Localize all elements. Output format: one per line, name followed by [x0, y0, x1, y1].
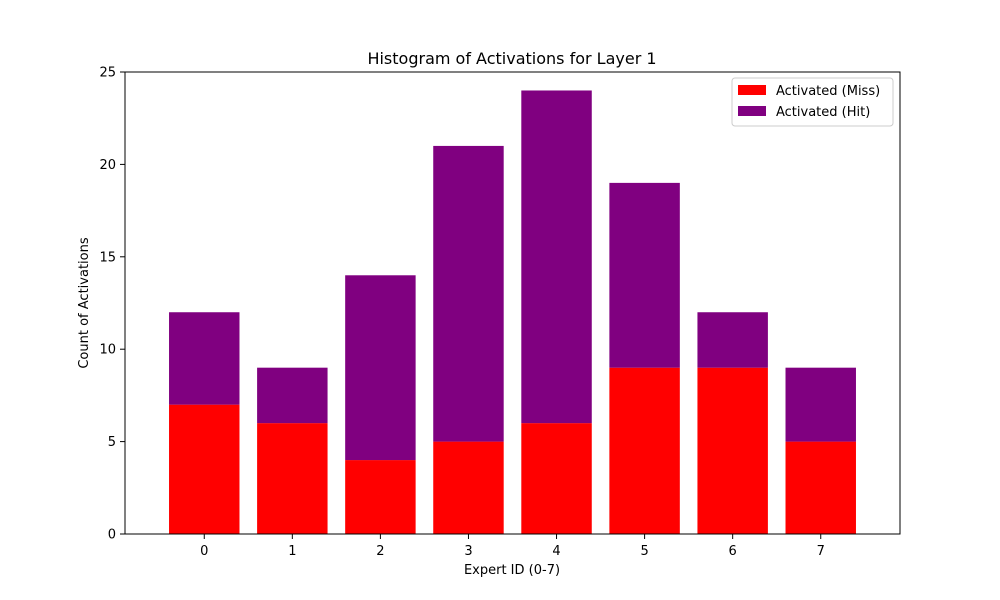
x-tick-label: 6 [729, 544, 737, 559]
bars-layer [169, 90, 856, 534]
x-tick-label: 0 [200, 544, 208, 559]
y-tick-label: 5 [108, 435, 116, 450]
y-tick-label: 15 [99, 250, 116, 265]
bar-miss-expert-0 [169, 404, 240, 534]
bar-hit-expert-1 [257, 367, 328, 424]
legend-box [731, 77, 894, 127]
bar-hit-expert-7 [785, 367, 856, 442]
plot-frame [124, 71, 901, 535]
bar-miss-expert-7 [785, 441, 856, 534]
x-tick-label: 4 [552, 544, 560, 559]
x-tick-label: 3 [464, 544, 472, 559]
bar-hit-expert-2 [345, 275, 416, 461]
chart-title: Histogram of Activations for Layer 1 [367, 49, 656, 68]
x-tick-label: 5 [640, 544, 648, 559]
bar-hit-expert-3 [433, 145, 504, 442]
bar-hit-expert-0 [169, 312, 240, 405]
x-tick-label: 2 [376, 544, 384, 559]
legend-label-miss: Activated (Miss) [776, 84, 880, 99]
bar-hit-expert-6 [697, 312, 768, 368]
bar-miss-expert-6 [697, 367, 768, 534]
x-ticks: 0 1 2 3 4 5 6 7 [200, 534, 825, 559]
y-tick-label: 20 [99, 158, 116, 173]
y-axis-label: Count of Activations [77, 237, 92, 368]
bar-miss-expert-2 [345, 460, 416, 534]
bar-miss-expert-3 [433, 441, 504, 534]
y-tick-label: 25 [99, 66, 116, 81]
bar-miss-expert-4 [521, 423, 592, 534]
legend-label-hit: Activated (Hit) [776, 105, 870, 120]
bar-hit-expert-4 [521, 90, 592, 424]
legend-swatch-miss [738, 85, 766, 95]
y-tick-label: 10 [99, 343, 116, 358]
bar-hit-expert-5 [609, 182, 680, 368]
y-ticks: 0 5 10 15 20 25 [99, 66, 125, 543]
x-tick-label: 1 [288, 544, 296, 559]
legend-swatch-hit [738, 106, 766, 116]
x-axis-label: Expert ID (0-7) [464, 563, 560, 578]
axes-layer [124, 71, 901, 535]
x-tick-label: 7 [817, 544, 825, 559]
bar-miss-expert-1 [257, 423, 328, 534]
y-tick-label: 0 [108, 528, 116, 543]
legend: Activated (Miss) Activated (Hit) [731, 77, 894, 127]
bar-miss-expert-5 [609, 367, 680, 534]
